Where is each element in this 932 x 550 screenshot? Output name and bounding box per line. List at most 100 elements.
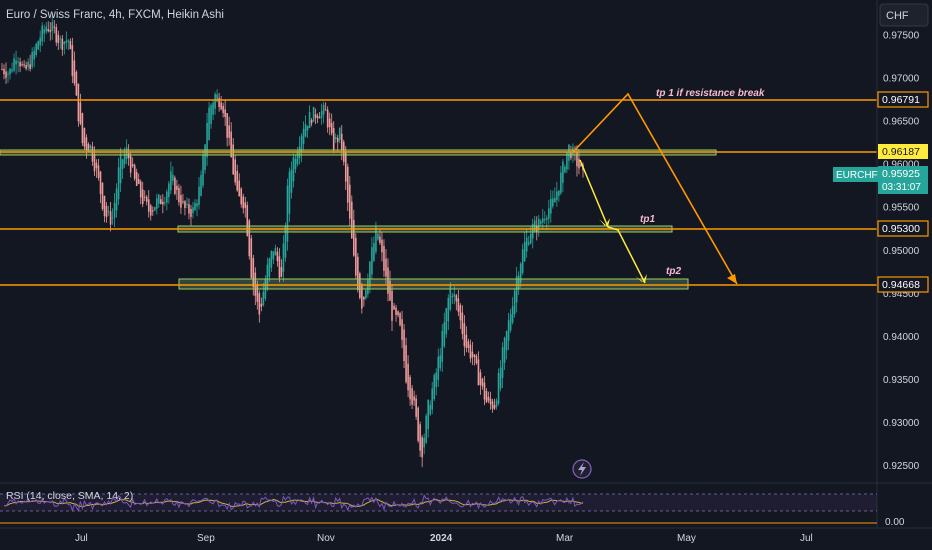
candle-body bbox=[467, 341, 470, 349]
candle-body bbox=[75, 71, 78, 96]
candle-body bbox=[433, 375, 436, 400]
candle-body bbox=[59, 38, 62, 40]
arrowhead-orange bbox=[727, 274, 737, 284]
candle-body bbox=[383, 246, 385, 271]
candle-body bbox=[37, 41, 39, 50]
candle-body bbox=[272, 251, 275, 260]
annotation-tp-resistance[interactable]: tp 1 if resistance break bbox=[656, 88, 765, 99]
candle-body bbox=[178, 187, 180, 203]
candle-body bbox=[517, 275, 520, 290]
candle-body bbox=[562, 161, 564, 183]
candle-body bbox=[192, 207, 194, 213]
projection-orange-path[interactable] bbox=[572, 92, 738, 285]
candle-body bbox=[47, 29, 50, 32]
level-label-096791[interactable]: 0.96791 bbox=[877, 91, 929, 108]
time-axis[interactable]: Jul Sep Nov 2024 Mar May Jul bbox=[0, 527, 932, 544]
candle-body bbox=[566, 151, 568, 170]
lightning-icon[interactable] bbox=[572, 459, 592, 479]
candle-body bbox=[254, 272, 257, 296]
candle-body bbox=[262, 291, 265, 306]
candle-body bbox=[5, 71, 7, 78]
candle-body bbox=[57, 34, 60, 44]
candle-body bbox=[21, 64, 23, 66]
candle-body bbox=[399, 313, 401, 326]
level-label-094668[interactable]: 0.94668 bbox=[877, 276, 929, 293]
candle-body bbox=[501, 347, 504, 379]
current-price-label[interactable]: EURCHF 0.95925 03:31:07 bbox=[833, 166, 928, 194]
candle-body bbox=[97, 165, 100, 178]
candle-body bbox=[435, 372, 438, 388]
projection-yellow-path[interactable] bbox=[579, 159, 646, 284]
candle-body bbox=[212, 102, 214, 115]
candle-body bbox=[35, 43, 37, 56]
candle-body bbox=[503, 337, 506, 363]
candle-body bbox=[170, 171, 172, 191]
candle-body bbox=[487, 396, 490, 401]
candle-body bbox=[19, 62, 21, 67]
rsi-pane[interactable]: RSI (14, close, SMA, 14, 2) 0.00 bbox=[0, 482, 932, 528]
candle-body bbox=[248, 220, 251, 257]
candle-body bbox=[131, 164, 134, 167]
candle-body bbox=[471, 351, 474, 358]
candle-body bbox=[139, 181, 142, 198]
current-price-text: 0.95925 bbox=[882, 168, 920, 180]
annotation-tp1[interactable]: tp1 bbox=[640, 214, 655, 225]
candle-body bbox=[453, 294, 456, 297]
candle-body bbox=[353, 219, 355, 256]
candle-body bbox=[391, 290, 393, 321]
candle-body bbox=[443, 322, 446, 347]
candle-body bbox=[180, 195, 182, 208]
candle-body bbox=[417, 407, 419, 441]
candle-body bbox=[105, 205, 108, 218]
annotation-tp2[interactable]: tp2 bbox=[666, 266, 681, 277]
candle-body bbox=[387, 267, 389, 294]
candle-body bbox=[31, 52, 33, 67]
level-label-096187[interactable]: 0.96187 bbox=[878, 144, 928, 159]
candle-body bbox=[216, 94, 218, 102]
candle-body bbox=[310, 120, 313, 124]
candle-body bbox=[489, 398, 492, 405]
currency-button[interactable]: CHF bbox=[879, 3, 929, 27]
candle-body bbox=[202, 154, 204, 186]
candle-body bbox=[397, 311, 399, 316]
candle-body bbox=[226, 113, 228, 138]
price-tick-6: 0.94500 bbox=[883, 289, 920, 300]
candle-body bbox=[330, 122, 333, 134]
candle-body bbox=[449, 285, 452, 310]
candle-body bbox=[220, 102, 222, 110]
candle-body bbox=[564, 166, 566, 173]
price-tick-3: 0.96000 bbox=[883, 160, 920, 171]
candle-body bbox=[539, 221, 542, 224]
candle-body bbox=[214, 94, 216, 109]
candle-body bbox=[268, 258, 271, 277]
candle-body bbox=[546, 217, 548, 220]
zone-tp2[interactable] bbox=[178, 278, 689, 290]
price-axis[interactable]: 0.97500 0.97000 0.96500 0.96000 0.95500 0.950… bbox=[876, 0, 920, 528]
candle-body bbox=[206, 122, 208, 158]
candle-body bbox=[507, 320, 510, 341]
candle-body bbox=[314, 114, 317, 118]
level-label-095300[interactable]: 0.95300 bbox=[877, 220, 929, 237]
candle-body bbox=[65, 40, 68, 44]
candle-body bbox=[385, 258, 387, 277]
candle-body bbox=[232, 144, 234, 175]
candle-body bbox=[332, 128, 335, 151]
candle-body bbox=[204, 144, 206, 170]
price-tick-2: 0.96500 bbox=[883, 117, 920, 128]
candle-body bbox=[344, 151, 347, 182]
candle-body bbox=[103, 195, 106, 217]
candle-body bbox=[43, 29, 46, 34]
candle-body bbox=[210, 105, 212, 124]
candle-body bbox=[296, 152, 299, 165]
candle-body bbox=[55, 27, 58, 43]
candle-body bbox=[580, 163, 582, 167]
candle-body bbox=[389, 280, 391, 301]
current-symbol-text: EURCHF bbox=[836, 170, 878, 181]
candle-body bbox=[95, 162, 98, 169]
candle-body bbox=[405, 345, 407, 383]
candle-body bbox=[13, 58, 15, 71]
candle-body bbox=[73, 60, 76, 84]
price-tick-8: 0.93500 bbox=[883, 375, 920, 386]
candle-body bbox=[190, 208, 192, 217]
